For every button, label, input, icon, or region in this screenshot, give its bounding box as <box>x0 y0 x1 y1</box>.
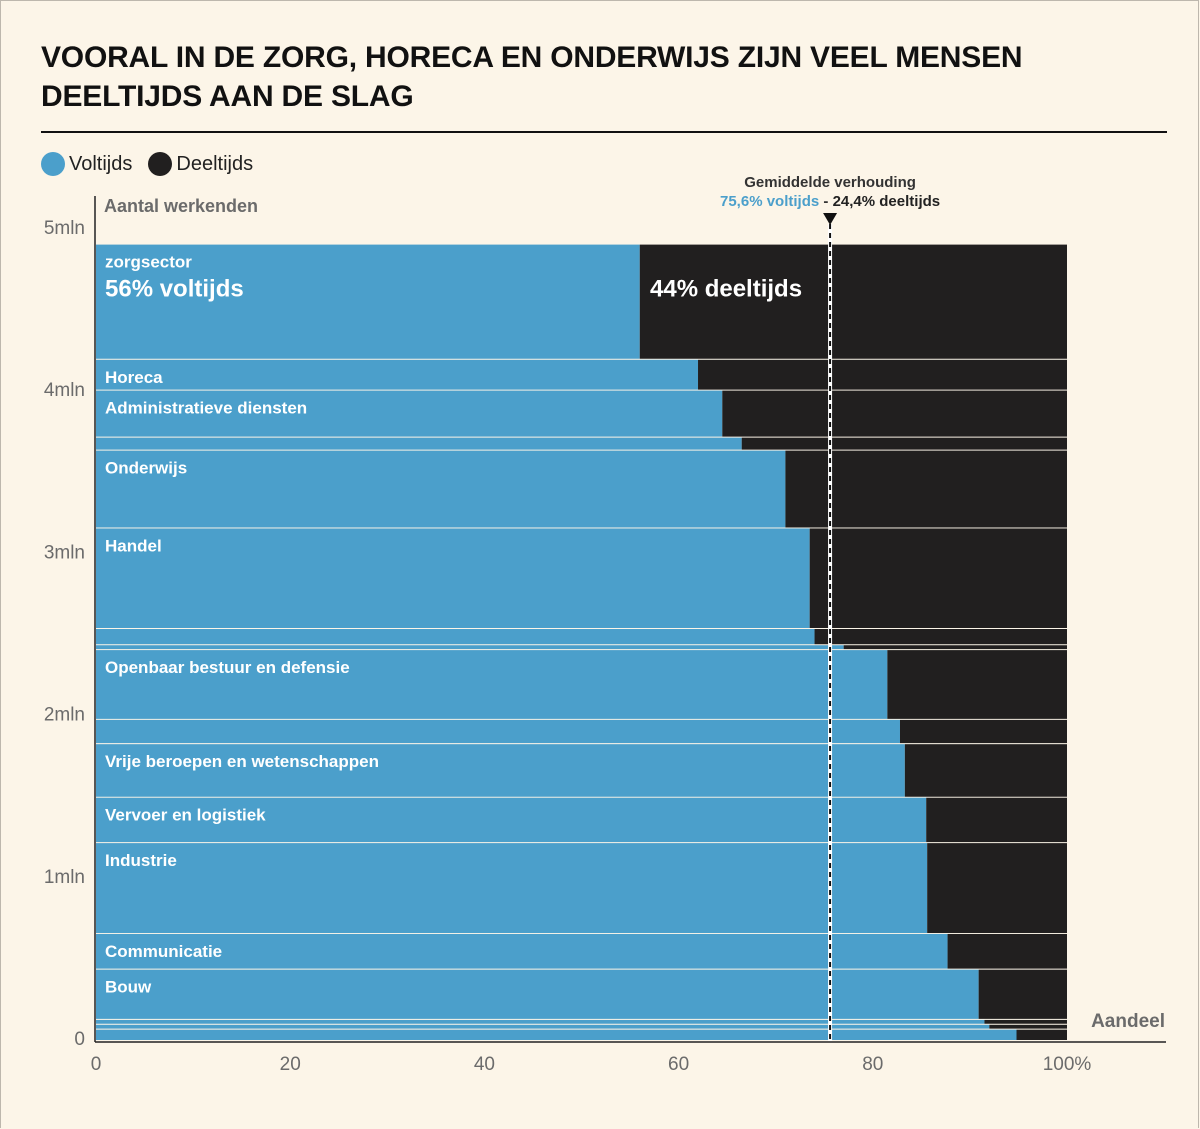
bar-voltijds <box>96 629 815 646</box>
bar-voltijds <box>96 650 888 720</box>
sector-label: Communicatie <box>105 942 222 961</box>
sector-share-label-deeltijds: 44% deeltijds <box>650 276 802 303</box>
average-separator: - <box>819 193 832 210</box>
x-tick-label: 60 <box>668 1054 689 1075</box>
bar-voltijds <box>96 450 786 529</box>
bar-deeltijds <box>887 650 1067 720</box>
bar-voltijds <box>96 933 948 970</box>
legend: Voltijds Deeltijds <box>41 150 253 178</box>
y-tick-label: 5mln <box>44 218 85 239</box>
bar-voltijds <box>96 1019 985 1025</box>
legend-item-deeltijds: Deeltijds <box>148 152 253 176</box>
sector-label: Onderwijs <box>105 459 187 478</box>
bar-deeltijds <box>722 390 1067 438</box>
bar-voltijds <box>96 744 905 798</box>
sector-label: Administratieve diensten <box>105 399 307 418</box>
sector-share-label-voltijds: 56% voltijds <box>105 276 244 303</box>
bar-voltijds <box>96 1029 1017 1041</box>
bar-voltijds <box>96 969 979 1020</box>
legend-swatch-voltijds <box>41 152 65 176</box>
legend-item-voltijds: Voltijds <box>41 152 132 176</box>
average-marker-icon <box>823 213 838 225</box>
bar-deeltijds <box>843 645 1067 651</box>
x-axis-title: Aandeel <box>1091 1011 1165 1032</box>
bar-deeltijds <box>989 1024 1067 1030</box>
x-tick-label: 100% <box>1043 1054 1092 1075</box>
sector-label: Horeca <box>105 368 163 387</box>
y-tick-label: 0 <box>74 1029 85 1050</box>
bar-deeltijds <box>978 969 1067 1020</box>
bar-deeltijds <box>741 437 1067 451</box>
bar-voltijds <box>96 437 742 451</box>
bar-deeltijds <box>785 450 1067 529</box>
sector-label: Vervoer en logistiek <box>105 806 266 825</box>
bar-deeltijds <box>947 933 1067 970</box>
x-tick-label: 80 <box>862 1054 883 1075</box>
bar-deeltijds <box>904 744 1067 798</box>
bar-voltijds <box>96 797 927 844</box>
title-rule <box>41 131 1167 133</box>
sector-label: Openbaar bestuur en defensie <box>105 658 350 677</box>
average-title: Gemiddelde verhouding <box>744 174 916 191</box>
sector-label: Industrie <box>105 851 177 870</box>
bar-deeltijds <box>698 359 1067 391</box>
x-tick-label: 20 <box>280 1054 301 1075</box>
legend-label-deeltijds: Deeltijds <box>176 152 254 175</box>
bar-voltijds <box>96 528 810 630</box>
bar-voltijds <box>96 359 699 391</box>
sector-label: Handel <box>105 536 162 555</box>
bar-deeltijds <box>927 843 1067 934</box>
bar-deeltijds <box>809 528 1067 630</box>
sector-label: zorgsector <box>105 253 192 272</box>
bar-voltijds <box>96 244 640 360</box>
y-tick-label: 4mln <box>44 380 85 401</box>
bar-voltijds <box>96 719 900 745</box>
y-axis-title: Aantal werkenden <box>104 196 258 216</box>
x-tick-label: 0 <box>91 1054 102 1075</box>
x-tick-label: 40 <box>474 1054 495 1075</box>
average-values: 75,6% voltijds - 24,4% deeltijds <box>720 193 940 210</box>
bar-deeltijds <box>814 629 1067 646</box>
chart-title: VOORAL IN DE ZORG, HORECA EN ONDERWIJS Z… <box>41 41 1023 113</box>
sector-label: Bouw <box>105 978 152 997</box>
average-deeltijds-label: 24,4% deeltijds <box>833 193 941 210</box>
bar-voltijds <box>96 1024 990 1030</box>
y-tick-label: 2mln <box>44 705 85 726</box>
bar-voltijds <box>96 390 723 438</box>
y-tick-label: 1mln <box>44 867 85 888</box>
legend-swatch-deeltijds <box>148 152 173 176</box>
bar-deeltijds <box>1016 1029 1067 1041</box>
bar-deeltijds <box>984 1019 1067 1025</box>
bar-deeltijds <box>926 797 1067 844</box>
bar-deeltijds <box>639 244 1067 360</box>
bar-deeltijds <box>899 719 1067 745</box>
sector-label: Vrije beroepen en wetenschappen <box>105 752 379 771</box>
average-voltijds-label: 75,6% voltijds <box>720 193 819 210</box>
bar-voltijds <box>96 843 928 934</box>
legend-label-voltijds: Voltijds <box>69 152 133 175</box>
y-tick-label: 3mln <box>44 542 85 563</box>
bar-voltijds <box>96 645 844 651</box>
